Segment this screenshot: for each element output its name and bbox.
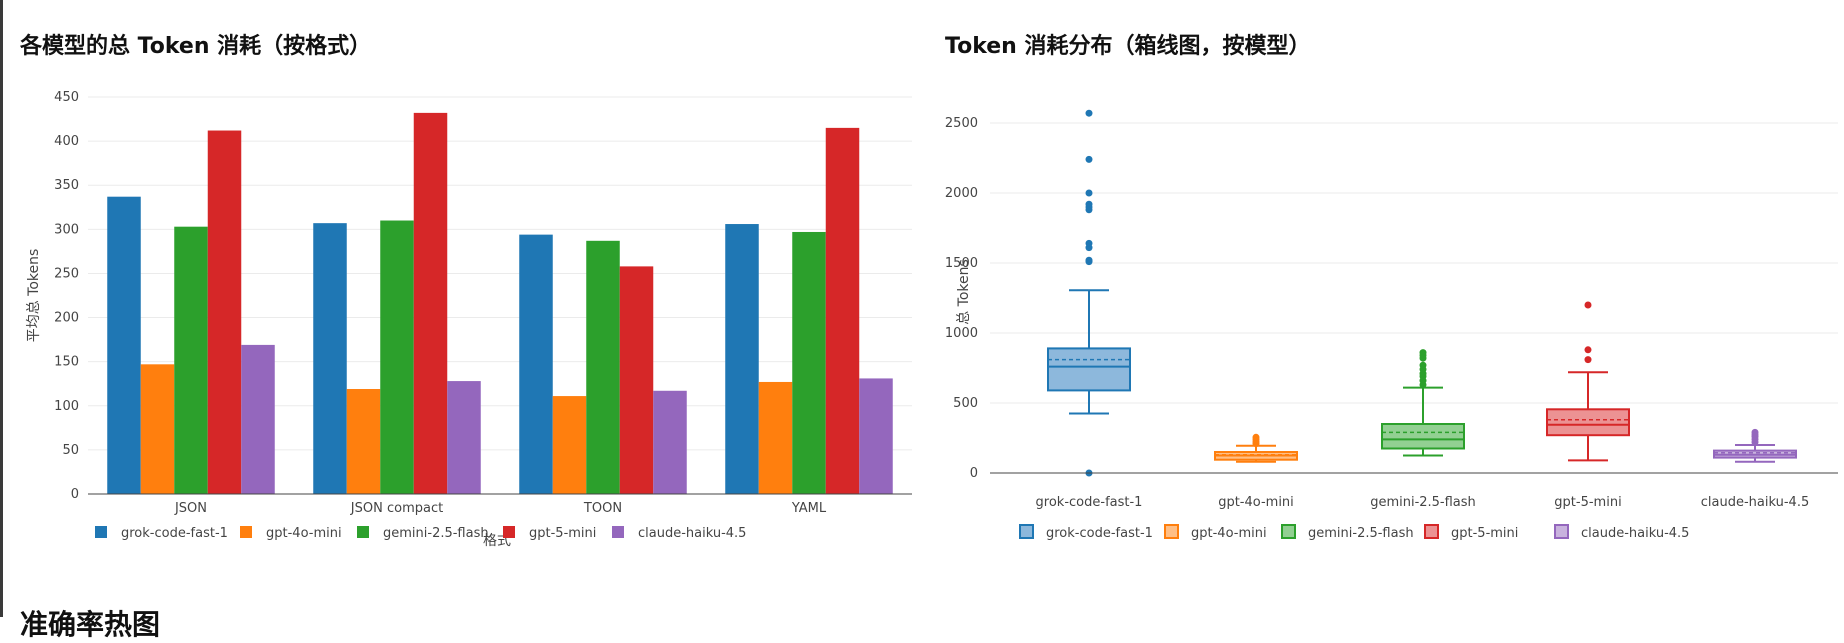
x-tick-label: JSON: [174, 501, 207, 516]
legend-label: claude-haiku-4.5: [1581, 526, 1689, 541]
bar: [586, 240, 620, 494]
bar: [207, 130, 242, 494]
legend-label: gpt-4o-mini: [266, 526, 342, 541]
legend-swatch: [1554, 524, 1569, 539]
x-tick-label: JSON compact: [350, 501, 443, 516]
outlier-point: [1085, 239, 1093, 247]
bar: [725, 224, 759, 495]
legend-swatch: [357, 526, 369, 538]
legend-swatch: [240, 526, 252, 538]
bar: [792, 231, 826, 495]
outlier-point: [1584, 346, 1592, 354]
y-tick-label: 0: [970, 466, 978, 481]
legend-label: gpt-5-mini: [529, 526, 596, 541]
bar: [313, 223, 347, 494]
legend-swatch: [1281, 524, 1296, 539]
legend-label: claude-haiku-4.5: [638, 526, 746, 541]
y-tick-label: 1500: [945, 256, 978, 271]
x-tick-label: gemini-2.5-flash: [1370, 495, 1476, 510]
outlier-point: [1751, 428, 1759, 436]
x-tick-label: YAML: [791, 501, 827, 516]
bar: [413, 112, 448, 494]
legend-swatch: [612, 526, 624, 538]
x-tick-label: gpt-5-mini: [1554, 495, 1621, 510]
outlier-point: [1419, 361, 1427, 369]
bar-chart: 0 50 100 150 200 250 300 350 400 450 JSON JSON comp…: [26, 90, 912, 549]
x-tick-label: claude-haiku-4.5: [1701, 495, 1809, 510]
box: [1546, 408, 1630, 437]
x-tick-label: gpt-4o-mini: [1218, 495, 1294, 510]
legend-label: gpt-5-mini: [1451, 526, 1518, 541]
legend-label: grok-code-fast-1: [121, 526, 228, 541]
box: [1381, 423, 1465, 450]
y-tick-label: 50: [62, 443, 79, 458]
bar: [241, 344, 275, 494]
bar: [619, 266, 654, 494]
x-tick-label: TOON: [583, 501, 622, 516]
bar: [519, 234, 553, 495]
y-tick-label: 450: [54, 90, 79, 105]
bar: [107, 196, 141, 495]
legend-label: grok-code-fast-1: [1046, 526, 1153, 541]
bar: [346, 389, 381, 494]
outlier-point: [1419, 349, 1427, 357]
outlier-point: [1085, 256, 1093, 264]
bar-chart-title: 各模型的总 Token 消耗（按格式）: [20, 34, 372, 59]
y-tick-label: 2500: [945, 116, 978, 131]
legend-label: gemini-2.5-flash: [1308, 526, 1414, 541]
y-tick-label: 150: [54, 355, 79, 370]
outlier-point: [1584, 356, 1592, 364]
legend-swatch: [95, 526, 107, 538]
bar: [825, 127, 860, 494]
bar: [859, 378, 893, 494]
y-axis-title: 总 Tokens: [956, 259, 972, 325]
legend-swatch: [1424, 524, 1439, 539]
y-tick-label: 350: [54, 178, 79, 193]
bar: [447, 381, 481, 494]
bar: [174, 226, 208, 495]
y-tick-label: 500: [953, 396, 978, 411]
y-tick-label: 2000: [945, 186, 978, 201]
outlier-point: [1085, 189, 1093, 197]
y-tick-label: 1000: [945, 326, 978, 341]
outlier-point: [1085, 200, 1093, 208]
legend-swatch: [1164, 524, 1179, 539]
y-tick-label: 400: [54, 134, 79, 149]
outlier-point: [1584, 301, 1592, 309]
legend-label: gemini-2.5-flash: [383, 526, 489, 541]
box-chart-title: Token 消耗分布（箱线图，按模型）: [945, 34, 1311, 59]
y-tick-label: 100: [54, 399, 79, 414]
legend-label: gpt-4o-mini: [1191, 526, 1267, 541]
outlier-point: [1085, 109, 1093, 117]
outlier-point: [1252, 433, 1260, 441]
legend-swatch: [503, 526, 515, 538]
bar: [140, 364, 175, 494]
y-tick-label: 200: [54, 311, 79, 326]
outlier-point: [1085, 155, 1093, 163]
y-tick-label: 0: [71, 487, 79, 502]
box: [1047, 347, 1131, 392]
legend-swatch: [1019, 524, 1034, 539]
bar: [380, 220, 414, 494]
bar: [552, 396, 587, 494]
y-tick-label: 250: [54, 266, 79, 281]
bar: [758, 381, 793, 494]
left-border: [0, 0, 3, 617]
x-tick-label: grok-code-fast-1: [1036, 495, 1143, 510]
y-tick-label: 300: [54, 222, 79, 237]
bar: [653, 390, 687, 494]
y-axis-title: 平均总 Tokens: [26, 249, 42, 343]
box-plot-chart: 0 500 1000 1500 2000 2500 grok-code-fast-1 gpt-…: [945, 109, 1838, 541]
